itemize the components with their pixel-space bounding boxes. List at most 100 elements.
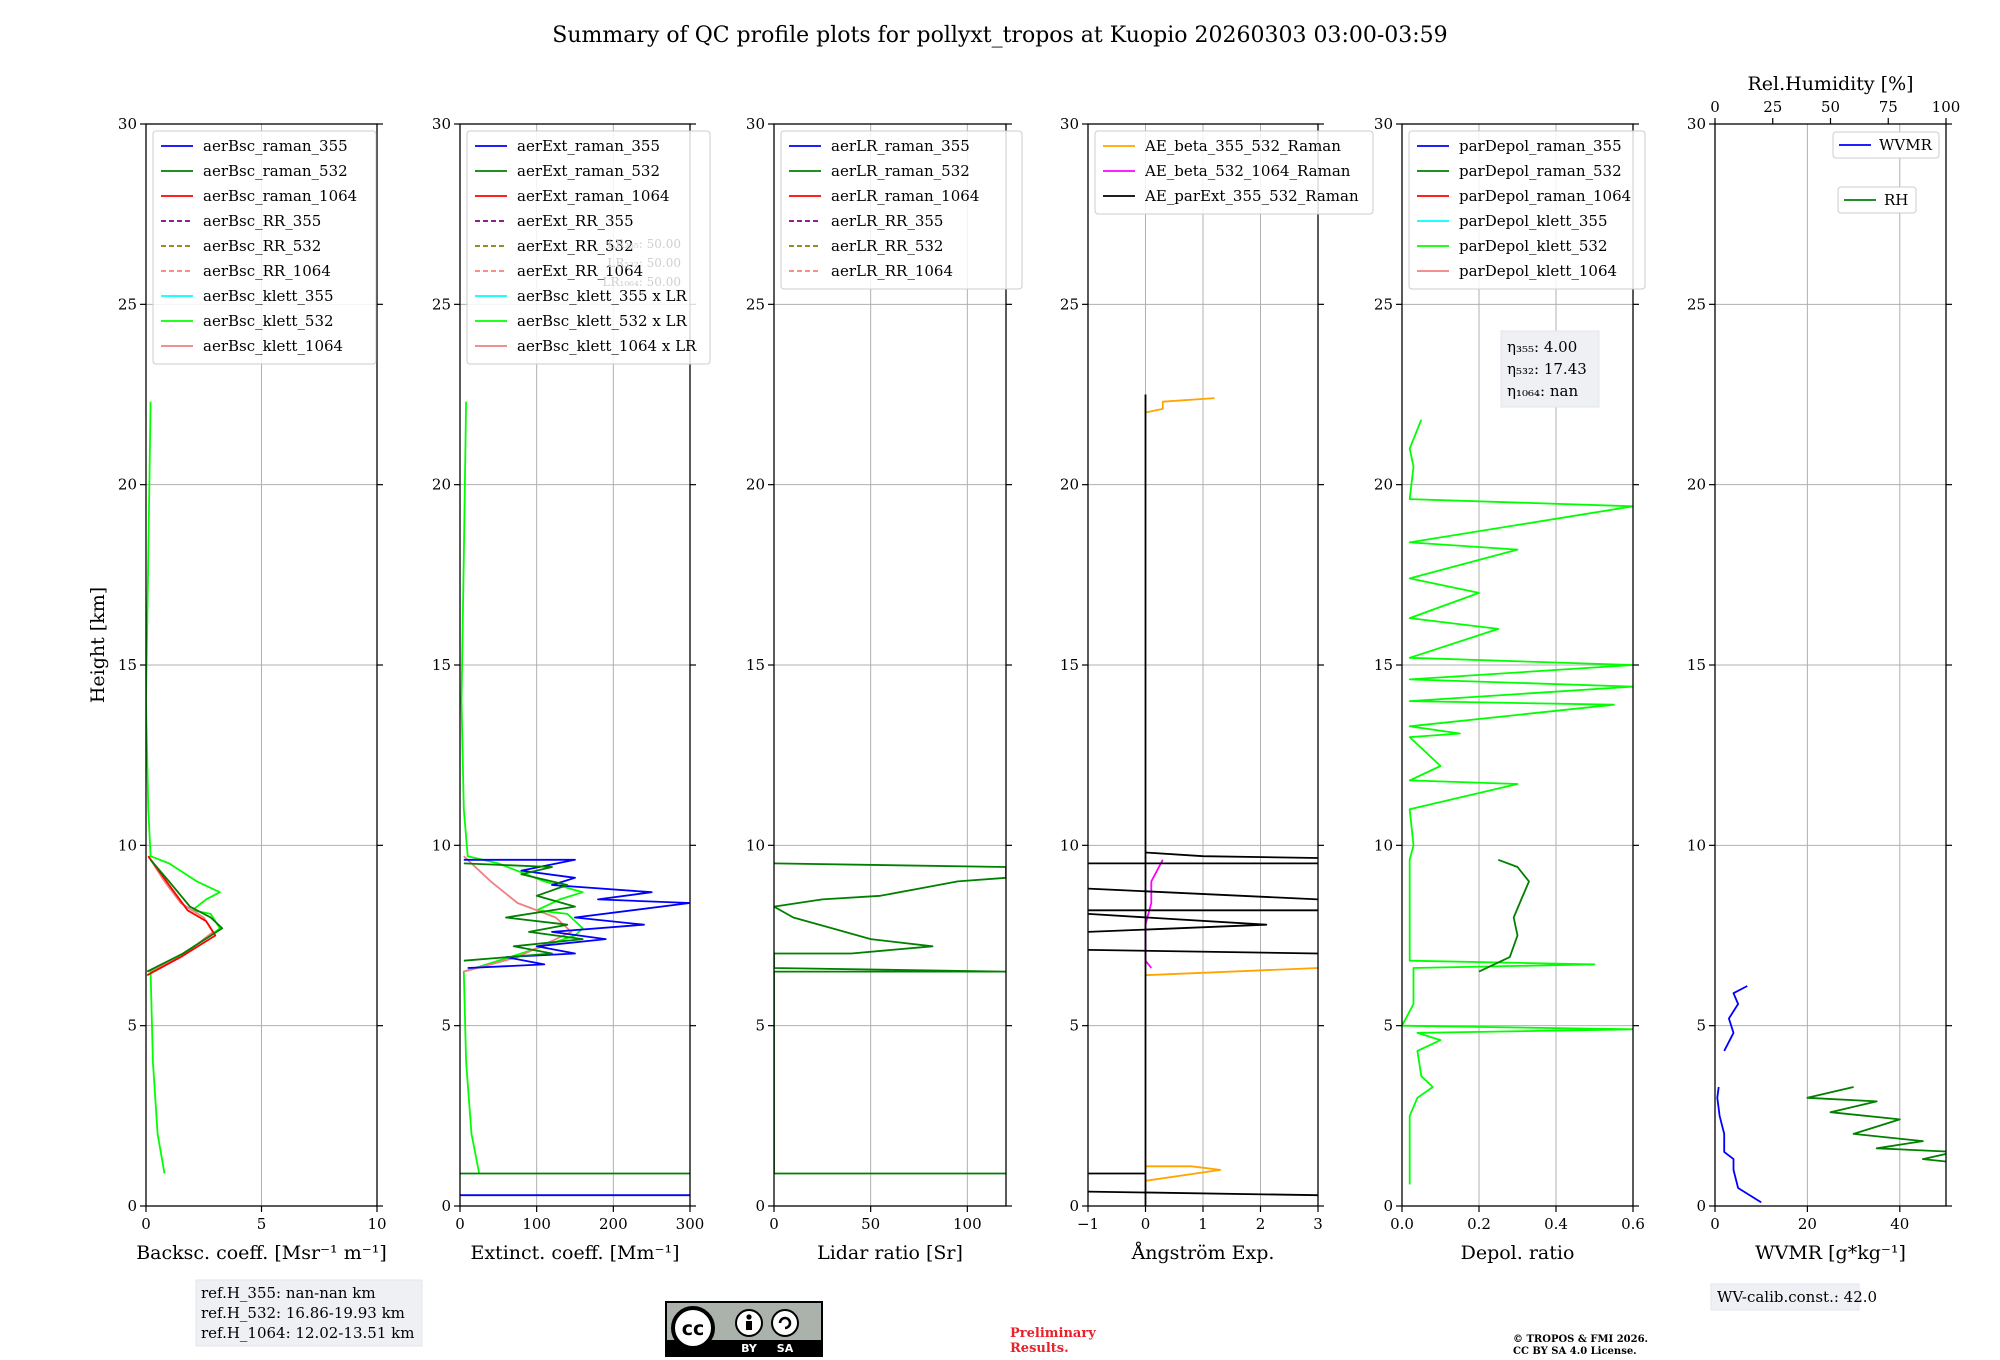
y-tick-label: 25 xyxy=(746,295,765,313)
x-tick-label: 1 xyxy=(1198,1215,1208,1233)
y-tick-label: 0 xyxy=(755,1197,765,1215)
top-tick-label: 50 xyxy=(1821,98,1840,116)
legend-label: aerExt_raman_532 xyxy=(517,162,660,180)
legend-label: aerExt_raman_355 xyxy=(517,137,660,155)
license-line: CC BY SA 4.0 License. xyxy=(1513,1346,1637,1357)
eta-box: η₃₅₅: 4.00 η₅₃₂: 17.43 η₁₀₆₄: nan xyxy=(1500,330,1600,408)
y-tick-label: 25 xyxy=(432,295,451,313)
y-tick-label: 15 xyxy=(1687,656,1706,674)
x-tick-label: 0 xyxy=(455,1215,465,1233)
y-tick-label: 10 xyxy=(118,836,137,854)
series-group-lr xyxy=(774,862,1006,1175)
sa-share-icon-arc xyxy=(778,1316,792,1330)
series-group-bsc xyxy=(146,401,224,1174)
eta-532: η₅₃₂: 17.43 xyxy=(1507,360,1587,378)
series-group-depol xyxy=(1402,419,1633,1185)
legend-label: parDepol_klett_355 xyxy=(1459,212,1608,230)
series-WVMR xyxy=(1716,1086,1762,1204)
legend-label: aerBsc_RR_532 xyxy=(203,237,321,255)
series-AE_parExt_355_532_Raman_s4 xyxy=(1088,913,1268,933)
series-group-ae xyxy=(1088,394,1318,1206)
legend-label: WVMR xyxy=(1879,136,1933,154)
y-tick-label: 15 xyxy=(746,656,765,674)
series-AE_beta_355_532_Raman_mid xyxy=(1145,967,1318,977)
x-tick-label: 3 xyxy=(1313,1215,1323,1233)
ref-h-box-bg xyxy=(195,1279,423,1347)
series-parDepol_raman_532 xyxy=(1478,858,1530,973)
legend-label: aerBsc_raman_355 xyxy=(203,137,348,155)
series-group-wv xyxy=(1716,985,1946,1204)
top-tick-label: 100 xyxy=(1932,98,1961,116)
legend-label: parDepol_klett_532 xyxy=(1459,237,1608,255)
legend-label: parDepol_raman_355 xyxy=(1459,137,1622,155)
series-AE_beta_355_532_Raman_top xyxy=(1145,397,1215,414)
wv-calib-bg xyxy=(1710,1283,1860,1311)
legend-label: aerBsc_RR_355 xyxy=(203,212,321,230)
legend-label: aerBsc_raman_532 xyxy=(203,162,348,180)
y-tick-label: 5 xyxy=(127,1017,137,1035)
x-tick-label: 100 xyxy=(953,1215,982,1233)
x-tick-label: 0.0 xyxy=(1390,1215,1414,1233)
ref-h-355: ref.H_355: nan-nan km xyxy=(201,1284,376,1302)
y-tick-label: 30 xyxy=(1060,115,1079,133)
series-parDepol_klett_532 xyxy=(1402,419,1633,1185)
x-tick-label: 0.2 xyxy=(1467,1215,1491,1233)
legend-label: AE_beta_355_532_Raman xyxy=(1144,137,1341,155)
legend-label: aerExt_raman_1064 xyxy=(517,187,670,205)
x-tick-label: 100 xyxy=(522,1215,551,1233)
ref-h-532: ref.H_532: 16.86-19.93 km xyxy=(201,1304,405,1322)
y-tick-label: 15 xyxy=(1060,656,1079,674)
series-AE_parExt_355_532_Raman_s8 xyxy=(1145,851,1318,859)
preliminary-label: Preliminary xyxy=(1010,1326,1096,1341)
lr-annotation: LR₃₅₅: 50.00 xyxy=(607,237,681,251)
x-axis-label-wv: WVMR [g*kg⁻¹] xyxy=(1755,1242,1906,1264)
y-tick-label: 0 xyxy=(1696,1197,1706,1215)
series-aerExt_raman_355 xyxy=(463,858,690,969)
series-AE_parExt_355_532_Raman_s3 xyxy=(1088,949,1318,955)
legend-label: aerExt_RR_532 xyxy=(517,237,634,255)
cc-icon xyxy=(671,1306,715,1350)
legend-label: AE_parExt_355_532_Raman xyxy=(1144,187,1359,205)
wv-calib-box: WV-calib.const.: 42.0 xyxy=(1710,1283,1877,1311)
y-tick-label: 10 xyxy=(1060,836,1079,854)
series-aerLR_raman_532 xyxy=(774,862,1006,1175)
legend-box-bsc xyxy=(152,130,377,365)
y-tick-label: 25 xyxy=(1060,295,1079,313)
x-tick-label: 50 xyxy=(861,1215,880,1233)
top-axis-label: Rel.Humidity [%] xyxy=(1747,73,1913,95)
figure-title: Summary of QC profile plots for pollyxt_… xyxy=(552,23,1447,48)
legend-label: aerLR_RR_532 xyxy=(831,237,943,255)
y-tick-label: 5 xyxy=(441,1017,451,1035)
y-tick-label: 10 xyxy=(746,836,765,854)
y-tick-label: 5 xyxy=(755,1017,765,1035)
ref-h-box: ref.H_355: nan-nan km ref.H_532: 16.86-1… xyxy=(195,1279,423,1347)
lr-annotation: LR₅₃₂: 50.00 xyxy=(607,256,681,270)
y-tick-label: 0 xyxy=(441,1197,451,1215)
top-tick-label: 75 xyxy=(1879,98,1898,116)
legend-box-rh xyxy=(1837,186,1917,214)
y-tick-label: 10 xyxy=(1374,836,1393,854)
x-tick-label: 300 xyxy=(676,1215,705,1233)
legend-box-depol xyxy=(1408,130,1646,290)
cc-icon-text: cc xyxy=(682,1318,705,1340)
x-tick-label: 5 xyxy=(257,1215,267,1233)
legend-label: aerBsc_klett_532 xyxy=(203,312,334,330)
legend-label: aerLR_RR_355 xyxy=(831,212,943,230)
x-axis-label-depol: Depol. ratio xyxy=(1461,1242,1575,1264)
x-tick-label: 20 xyxy=(1798,1215,1817,1233)
lr-annotation: LR₁₀₆₄: 50.00 xyxy=(603,275,681,289)
sa-label: SA xyxy=(777,1342,794,1355)
y-tick-label: 5 xyxy=(1696,1017,1706,1035)
legend-label: aerBsc_klett_355 xyxy=(203,287,334,305)
x-tick-label: 0.4 xyxy=(1544,1215,1568,1233)
eta-355: η₃₅₅: 4.00 xyxy=(1507,338,1577,356)
y-tick-label: 15 xyxy=(432,656,451,674)
x-axis-label-lr: Lidar ratio [Sr] xyxy=(817,1242,963,1264)
x-tick-label: 2 xyxy=(1256,1215,1266,1233)
x-tick-label: 200 xyxy=(599,1215,628,1233)
y-tick-label: 10 xyxy=(1687,836,1706,854)
legend-label: RH xyxy=(1884,191,1908,209)
y-tick-label: 20 xyxy=(1374,476,1393,494)
